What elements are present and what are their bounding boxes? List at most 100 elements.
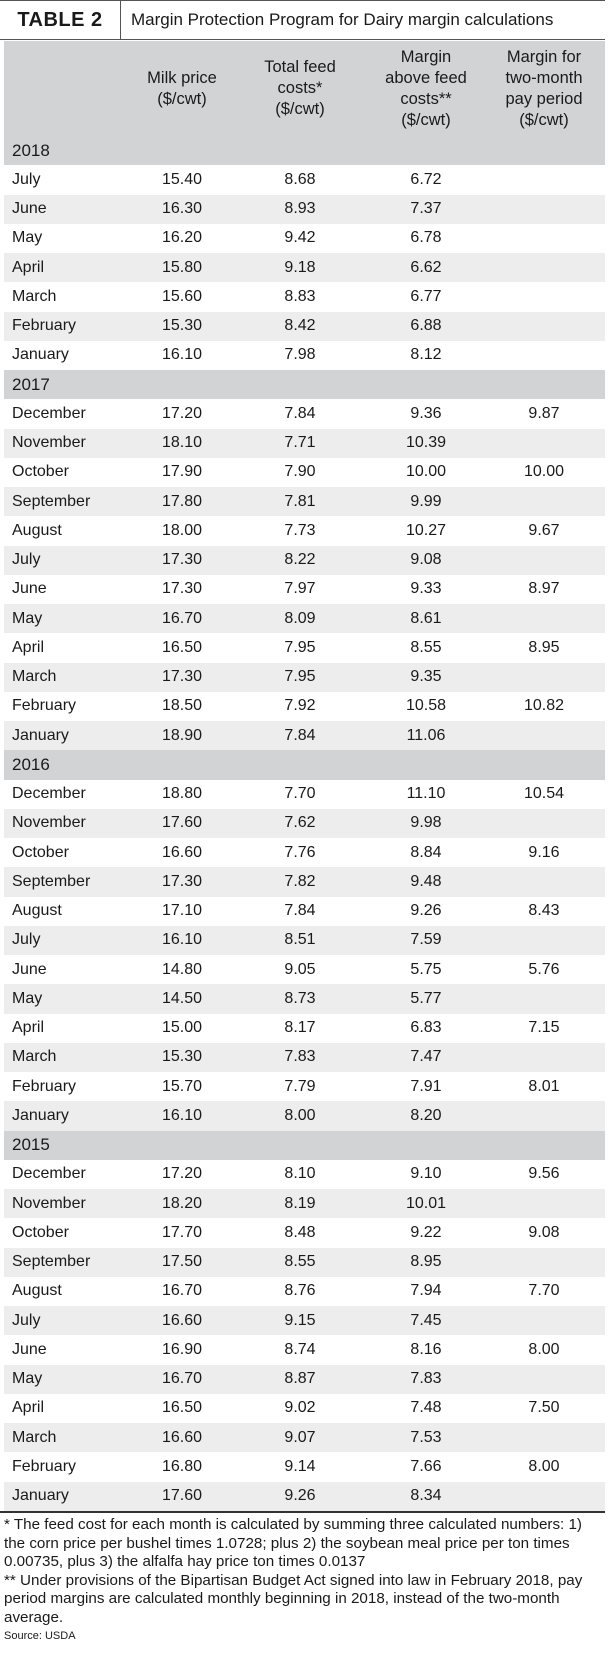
table-row: August 16.70 8.76 7.94 7.70 [4, 1277, 605, 1306]
month-cell: November [12, 1194, 86, 1212]
feed-cost-cell: 7.70 [284, 785, 316, 803]
milk-price-cell: 16.30 [161, 200, 203, 218]
margin-cell: 8.55 [410, 638, 442, 656]
month-cell: April [12, 258, 45, 276]
feed-cost-cell: 7.83 [284, 1048, 316, 1066]
pay-period-margin-cell: 8.01 [528, 1077, 560, 1095]
month-cell: September [12, 1253, 91, 1271]
pay-period-margin-cell [494, 341, 594, 370]
feed-cost-cell: 7.76 [284, 843, 316, 861]
milk-price-cell: 16.60 [161, 1311, 203, 1329]
year-label: 2016 [12, 754, 50, 774]
table-row: January 17.60 9.26 8.34 [4, 1481, 605, 1511]
feed-cost-cell: 7.82 [284, 872, 316, 890]
month-cell: August [12, 902, 62, 920]
milk-price-cell: 16.70 [161, 1282, 203, 1300]
feed-cost-cell: 8.48 [284, 1223, 316, 1241]
milk-price-cell: 17.50 [161, 1253, 203, 1271]
pay-period-margin-cell: 9.16 [528, 843, 560, 861]
table-row: September 17.50 8.55 8.95 [4, 1247, 605, 1277]
feed-cost-cell: 8.87 [284, 1370, 316, 1388]
feed-cost-cell: 9.15 [284, 1311, 316, 1329]
month-cell: March [12, 287, 57, 305]
month-cell: March [12, 1048, 57, 1066]
header-milk-price: Milk price ($/cwt) [147, 68, 217, 108]
month-cell: April [12, 638, 45, 656]
milk-price-cell: 15.70 [161, 1077, 203, 1095]
milk-price-cell: 16.70 [161, 609, 203, 627]
milk-price-cell: 17.70 [161, 1223, 203, 1241]
feed-cost-cell: 9.18 [284, 258, 316, 276]
pay-period-margin-cell [494, 809, 594, 838]
pay-period-margin-cell [494, 429, 594, 458]
pay-period-margin-cell [494, 1365, 594, 1394]
pay-period-margin-cell: 8.43 [528, 902, 560, 920]
milk-price-cell: 14.50 [161, 989, 203, 1007]
table-row: November 18.20 8.19 10.01 [4, 1189, 605, 1219]
milk-price-cell: 15.30 [161, 317, 203, 335]
pay-period-margin-cell [494, 926, 594, 955]
pay-period-margin-cell [494, 1189, 594, 1218]
margin-cell: 8.61 [410, 609, 442, 627]
month-cell: January [12, 1106, 69, 1124]
margin-cell: 7.37 [410, 200, 442, 218]
footnote-budget-act: ** Under provisions of the Bipartisan Bu… [4, 1571, 583, 1626]
pay-period-margin-cell [494, 282, 594, 311]
month-cell: October [12, 843, 69, 861]
milk-price-cell: 17.20 [161, 404, 203, 422]
pay-period-margin-cell [494, 312, 594, 341]
table-row: July 17.30 8.22 9.08 [4, 545, 605, 575]
table-row: October 17.90 7.90 10.00 10.00 [4, 458, 605, 487]
month-cell: May [12, 609, 43, 627]
month-cell: March [12, 668, 57, 686]
table-row: July 16.60 9.15 7.45 [4, 1306, 605, 1336]
pay-period-margin-cell [494, 224, 594, 253]
margin-cell: 7.48 [410, 1399, 442, 1417]
feed-cost-cell: 7.62 [284, 814, 316, 832]
feed-cost-cell: 9.42 [284, 229, 316, 247]
margin-cell: 9.99 [410, 492, 442, 510]
year-label: 2017 [12, 374, 50, 394]
feed-cost-cell: 8.42 [284, 317, 316, 335]
feed-cost-cell: 9.26 [284, 1487, 316, 1505]
margin-cell: 7.47 [410, 1048, 442, 1066]
month-cell: May [12, 1370, 43, 1388]
margin-cell: 7.66 [410, 1457, 442, 1475]
pay-period-margin-cell: 10.54 [523, 785, 565, 803]
feed-cost-cell: 8.17 [284, 1019, 316, 1037]
margin-cell: 7.83 [410, 1370, 442, 1388]
pay-period-margin-cell: 9.67 [528, 521, 560, 539]
table-row: November 17.60 7.62 9.98 [4, 808, 605, 838]
milk-price-cell: 18.00 [161, 521, 203, 539]
month-cell: April [12, 1019, 45, 1037]
table-row: October 17.70 8.48 9.22 9.08 [4, 1218, 605, 1247]
month-cell: September [12, 872, 91, 890]
feed-cost-cell: 7.84 [284, 404, 316, 422]
month-cell: July [12, 1311, 41, 1329]
milk-price-cell: 16.50 [161, 638, 203, 656]
margin-cell: 8.12 [410, 346, 442, 364]
month-cell: May [12, 229, 43, 247]
table-row: May 16.70 8.87 7.83 [4, 1364, 605, 1394]
pay-period-margin-cell [494, 663, 594, 692]
table-row: June 14.80 9.05 5.75 5.76 [4, 955, 605, 984]
milk-price-cell: 15.30 [161, 1048, 203, 1066]
table-row: September 17.30 7.82 9.48 [4, 867, 605, 897]
table-row: April 15.80 9.18 6.62 [4, 253, 605, 283]
month-cell: January [12, 346, 69, 364]
margin-cell: 7.94 [410, 1282, 442, 1300]
header-margin-above-feed: Margin above feed costs** ($/cwt) [385, 47, 467, 129]
margin-cell: 10.01 [405, 1194, 447, 1212]
month-cell: August [12, 521, 62, 539]
table-row: December 18.80 7.70 11.10 10.54 [4, 780, 605, 809]
feed-cost-cell: 9.05 [284, 960, 316, 978]
margin-cell: 7.91 [410, 1077, 442, 1095]
month-cell: December [12, 785, 86, 803]
margin-cell: 6.72 [410, 170, 442, 188]
pay-period-margin-cell [494, 1043, 594, 1072]
table-row: May 16.20 9.42 6.78 [4, 224, 605, 253]
header-margin-two-month: Margin for two-month pay period ($/cwt) [505, 47, 583, 129]
month-cell: February [12, 697, 77, 715]
milk-price-cell: 18.80 [161, 785, 203, 803]
milk-price-cell: 16.10 [161, 931, 203, 949]
